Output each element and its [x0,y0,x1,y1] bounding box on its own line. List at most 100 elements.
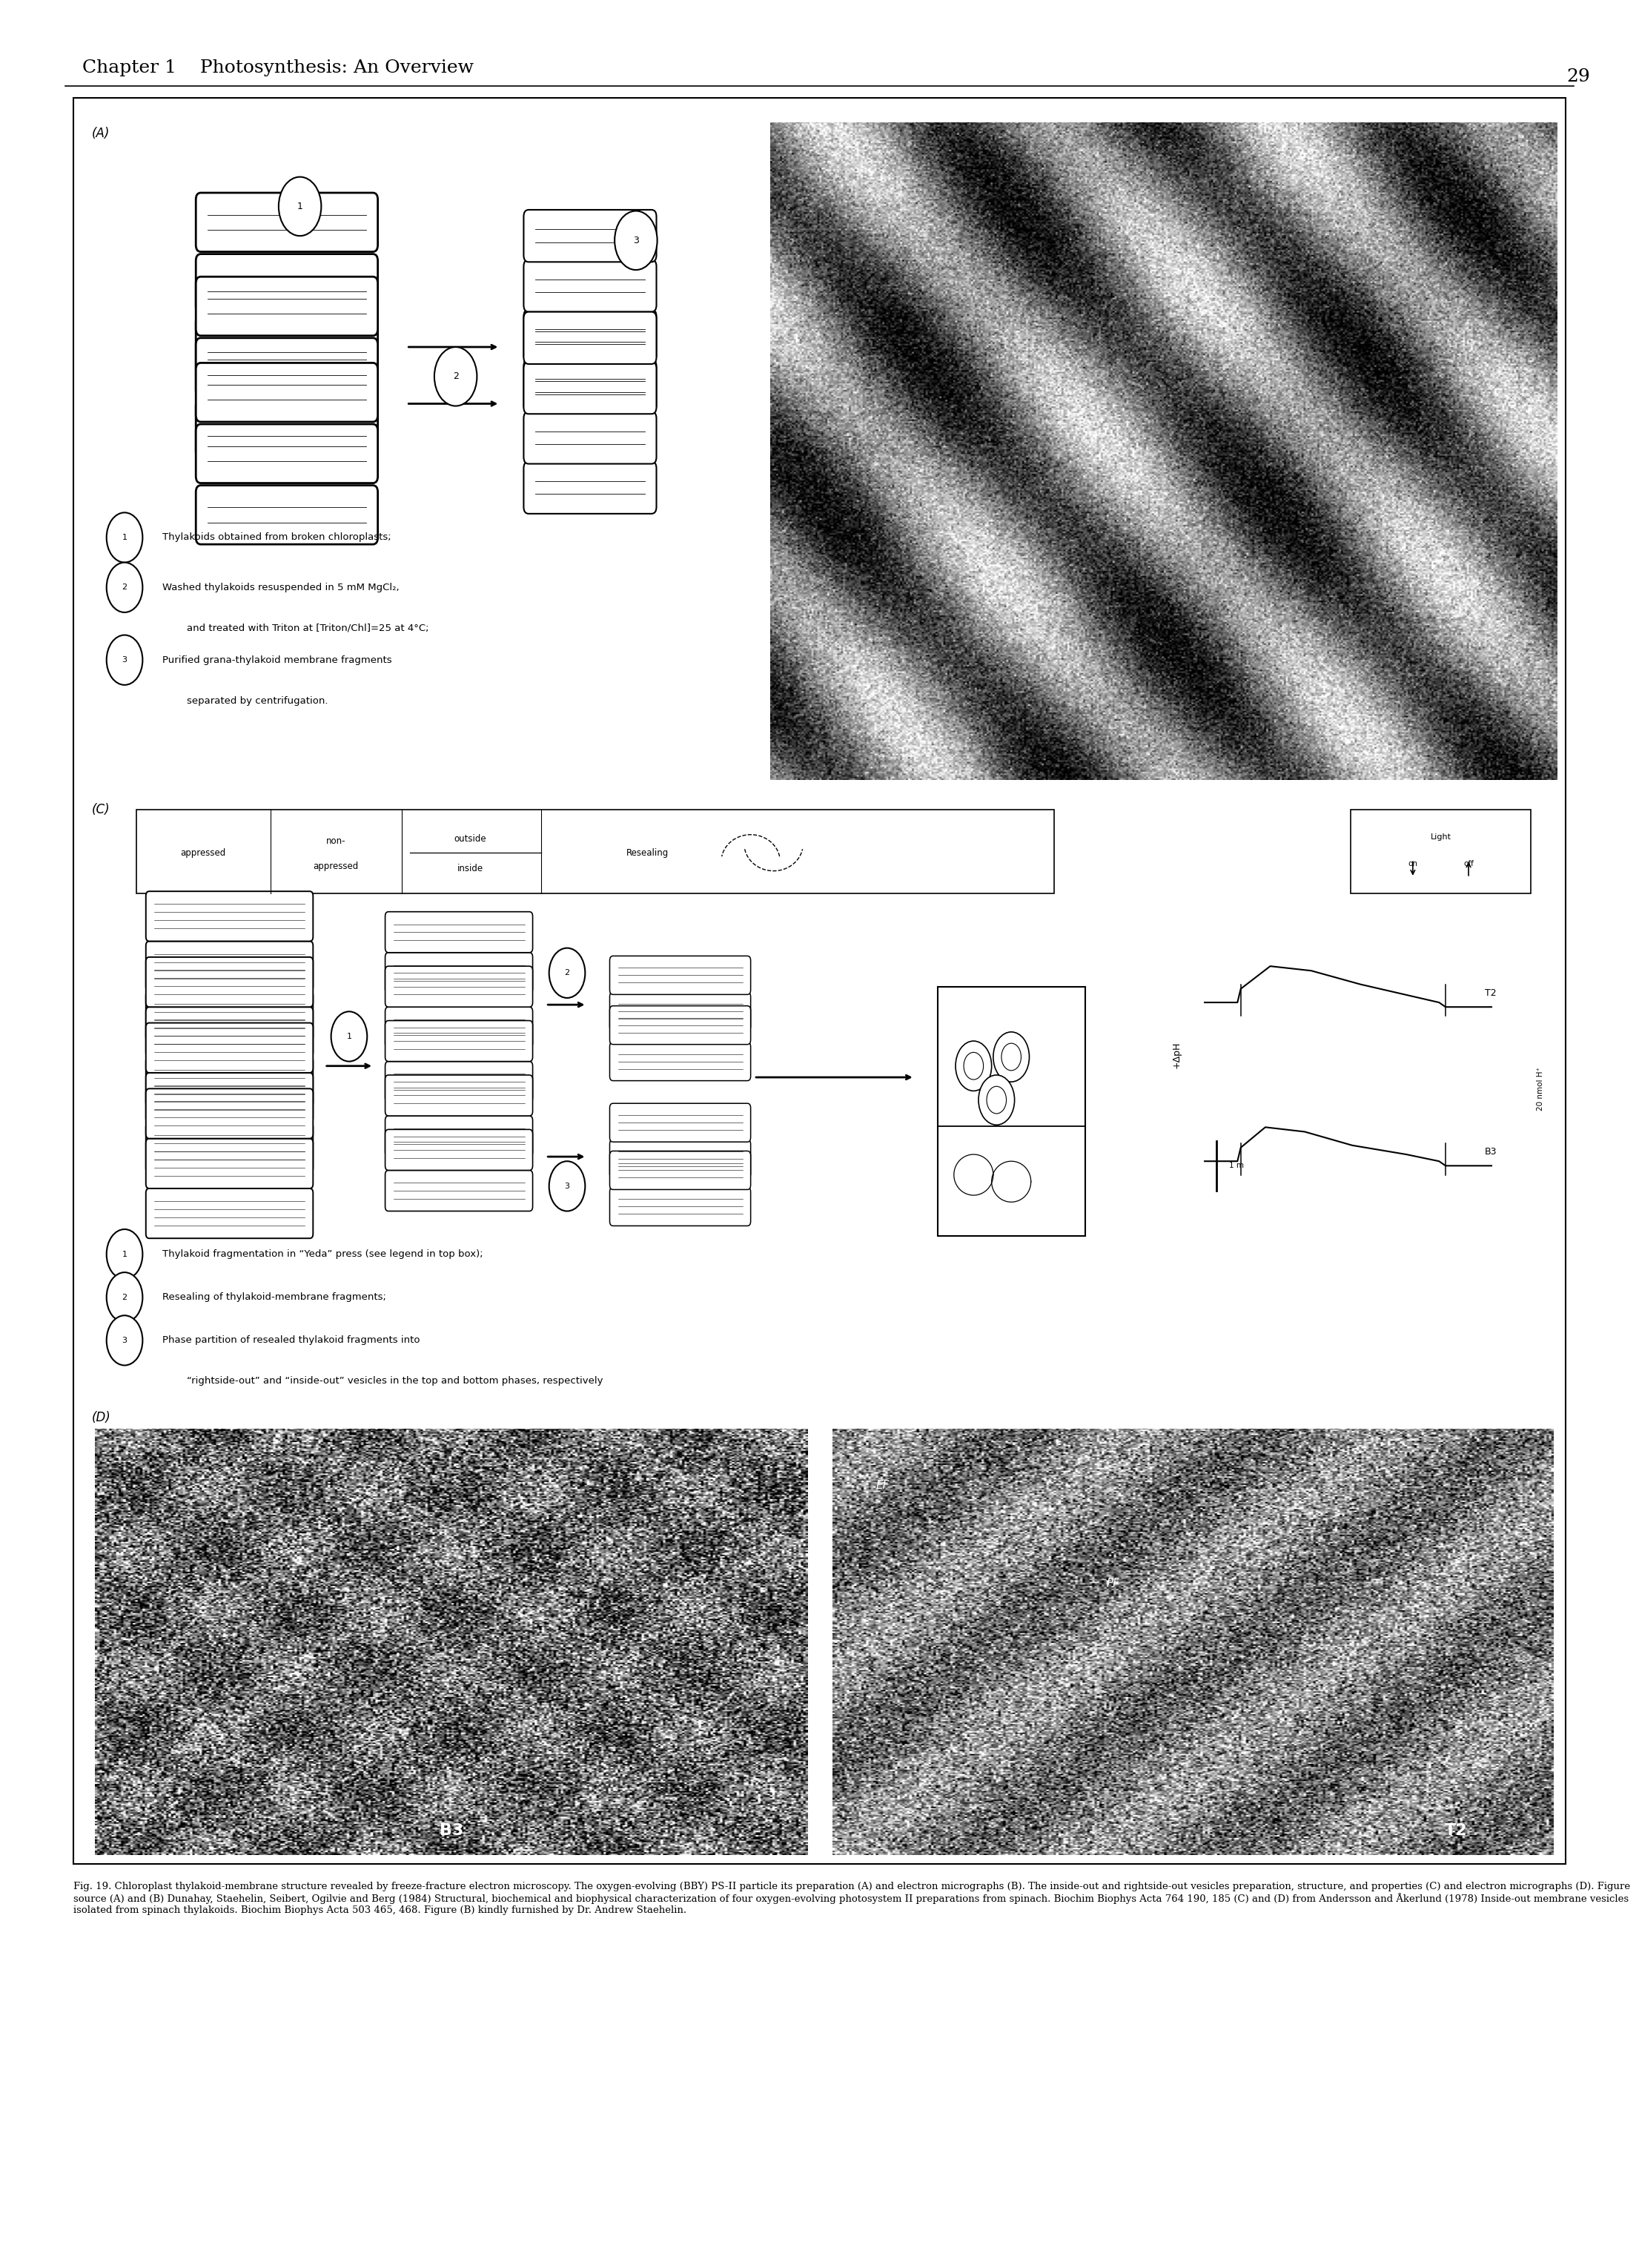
FancyBboxPatch shape [197,315,377,374]
FancyBboxPatch shape [197,363,377,422]
FancyBboxPatch shape [197,254,377,313]
FancyBboxPatch shape [385,1170,533,1211]
Text: Fig. 19. Chloroplast thylakoid-membrane structure revealed by freeze-fracture el: Fig. 19. Chloroplast thylakoid-membrane … [74,1882,1631,1914]
FancyBboxPatch shape [197,193,377,252]
Text: (A): (A) [92,127,110,141]
Text: 1: 1 [346,1032,352,1041]
Text: 20 nmol H⁺: 20 nmol H⁺ [1537,1066,1544,1111]
FancyBboxPatch shape [385,912,533,953]
FancyBboxPatch shape [1351,810,1531,894]
FancyBboxPatch shape [385,1129,533,1170]
Text: B3: B3 [439,1823,464,1837]
Circle shape [549,1161,585,1211]
Circle shape [107,513,143,562]
FancyBboxPatch shape [146,1123,313,1173]
FancyBboxPatch shape [524,311,656,365]
Text: 2: 2 [564,968,570,978]
FancyBboxPatch shape [385,1021,533,1061]
Text: Washed thylakoids resuspended in 5 mM MgCl₂,: Washed thylakoids resuspended in 5 mM Mg… [162,583,400,592]
FancyBboxPatch shape [146,1139,313,1188]
FancyBboxPatch shape [610,991,751,1030]
Circle shape [987,1086,1006,1114]
Circle shape [549,948,585,998]
FancyBboxPatch shape [610,1005,751,1043]
Text: Thylakoids obtained from broken chloroplasts;: Thylakoids obtained from broken chloropl… [162,533,392,542]
Circle shape [993,1032,1029,1082]
Text: off: off [1464,860,1473,869]
Text: 1 m: 1 m [1229,1161,1244,1170]
Circle shape [107,1272,143,1322]
FancyBboxPatch shape [146,1073,313,1123]
Circle shape [978,1075,1015,1125]
Text: Chapter 1    Photosynthesis: An Overview: Chapter 1 Photosynthesis: An Overview [82,59,474,77]
FancyBboxPatch shape [524,259,656,311]
FancyBboxPatch shape [610,1139,751,1179]
FancyBboxPatch shape [197,338,377,397]
Text: T2: T2 [1485,989,1496,998]
FancyBboxPatch shape [610,1152,751,1188]
Text: and treated with Triton at [Triton/Chl]=25 at 4°C;: and treated with Triton at [Triton/Chl]=… [187,624,429,633]
Text: 3: 3 [564,1182,570,1191]
Circle shape [331,1012,367,1061]
Text: (B): (B) [885,127,903,141]
FancyBboxPatch shape [524,358,656,413]
FancyBboxPatch shape [524,463,656,513]
FancyBboxPatch shape [146,1188,313,1238]
Text: 3: 3 [121,1336,128,1345]
Text: 3: 3 [121,655,128,665]
Circle shape [956,1041,992,1091]
Text: appressed: appressed [180,848,226,857]
FancyBboxPatch shape [610,1105,751,1143]
FancyBboxPatch shape [74,98,1565,1864]
FancyBboxPatch shape [146,1089,313,1139]
Circle shape [1001,1043,1021,1070]
Text: T2: T2 [1444,1823,1467,1837]
Text: Light: Light [1431,832,1451,841]
Text: 2: 2 [121,1293,128,1302]
FancyBboxPatch shape [146,941,313,991]
Circle shape [279,177,321,236]
FancyBboxPatch shape [146,891,313,941]
FancyBboxPatch shape [524,361,656,413]
FancyBboxPatch shape [146,991,313,1041]
Circle shape [107,562,143,612]
Text: Thylakoid fragmentation in “Yeda” press (see legend in top box);: Thylakoid fragmentation in “Yeda” press … [162,1250,484,1259]
FancyBboxPatch shape [146,957,313,1007]
FancyBboxPatch shape [385,1007,533,1048]
FancyBboxPatch shape [524,211,656,261]
Text: 2: 2 [452,372,459,381]
FancyBboxPatch shape [524,413,656,465]
Text: (D): (D) [92,1411,111,1424]
Text: inside: inside [457,864,484,873]
FancyBboxPatch shape [197,277,377,336]
Text: 29: 29 [1567,68,1590,86]
Text: 2: 2 [121,583,128,592]
FancyBboxPatch shape [146,1057,313,1107]
Text: separated by centrifugation.: separated by centrifugation. [187,696,328,705]
FancyBboxPatch shape [136,810,1054,894]
FancyBboxPatch shape [385,1061,533,1102]
FancyBboxPatch shape [146,1023,313,1073]
Circle shape [434,347,477,406]
FancyBboxPatch shape [385,953,533,993]
FancyBboxPatch shape [385,1116,533,1157]
Text: PF: PF [1106,1579,1119,1590]
Text: outside: outside [454,835,487,844]
Text: (C): (C) [92,803,110,816]
FancyBboxPatch shape [610,1041,751,1080]
Text: “rightside-out” and “inside-out” vesicles in the top and bottom phases, respecti: “rightside-out” and “inside-out” vesicle… [187,1377,603,1386]
Text: Purified grana-thylakoid membrane fragments: Purified grana-thylakoid membrane fragme… [162,655,392,665]
Text: +ΔpH: +ΔpH [1172,1041,1182,1068]
FancyBboxPatch shape [146,1007,313,1057]
Text: 1: 1 [121,1250,128,1259]
Text: Resealing of thylakoid-membrane fragments;: Resealing of thylakoid-membrane fragment… [162,1293,387,1302]
FancyBboxPatch shape [524,308,656,361]
Text: non-: non- [326,837,346,846]
Text: Resealing: Resealing [626,848,669,857]
Circle shape [615,211,657,270]
Text: on: on [1408,860,1418,869]
Circle shape [964,1052,983,1080]
FancyBboxPatch shape [385,1075,533,1116]
Circle shape [107,1315,143,1365]
FancyBboxPatch shape [938,987,1085,1236]
